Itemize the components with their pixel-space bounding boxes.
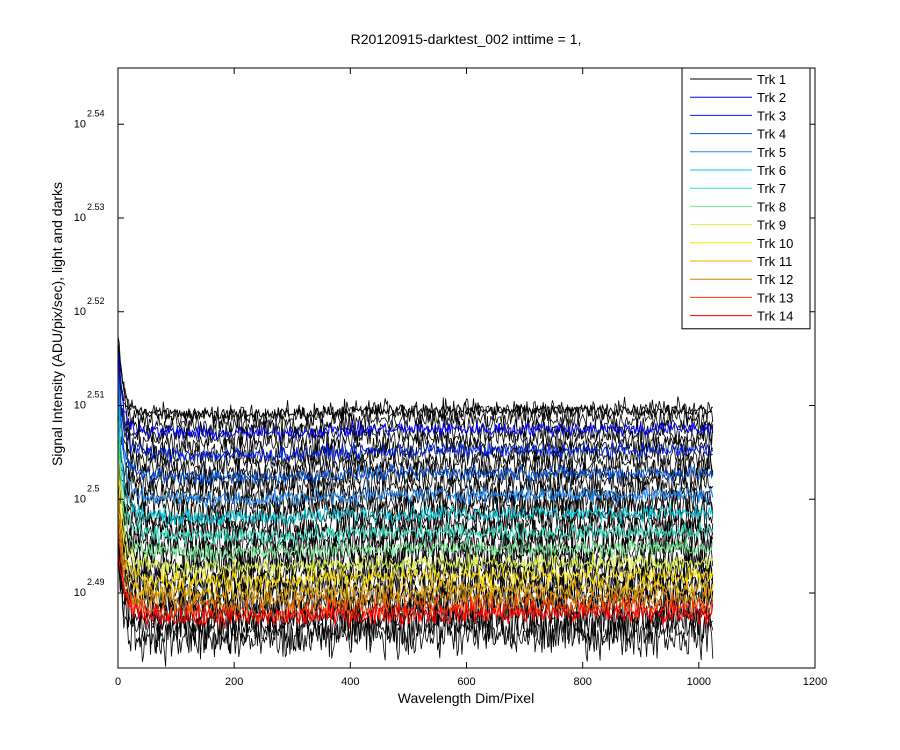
- x-axis-label: Wavelength Dim/Pixel: [398, 690, 534, 706]
- y-tick-label-base: 10: [74, 493, 86, 505]
- dark-trace: [117, 372, 714, 468]
- series-line-trk-5: [117, 371, 714, 508]
- y-tick-label-base: 10: [74, 118, 86, 130]
- legend-label: Trk 3: [757, 108, 786, 123]
- dark-trace: [117, 443, 714, 534]
- legend-item-trk-13[interactable]: Trk 13: [690, 290, 793, 305]
- legend-item-trk-7[interactable]: Trk 7: [690, 181, 786, 196]
- legend-label: Trk 14: [757, 309, 793, 324]
- series-line-trk-6: [117, 397, 714, 527]
- legend-item-trk-5[interactable]: Trk 5: [690, 145, 786, 160]
- dark-trace: [117, 472, 714, 582]
- legend-item-trk-8[interactable]: Trk 8: [690, 199, 786, 214]
- legend-item-trk-3[interactable]: Trk 3: [690, 108, 786, 123]
- dark-trace: [117, 413, 714, 516]
- x-tick-label: 400: [341, 676, 359, 688]
- series-line-trk-14: [117, 552, 714, 629]
- legend-item-trk-1[interactable]: Trk 1: [690, 72, 786, 87]
- series-line-trk-9: [117, 450, 714, 577]
- y-tick-label-base: 10: [74, 306, 86, 318]
- y-tick-label-base: 10: [74, 400, 86, 412]
- legend-item-trk-6[interactable]: Trk 6: [690, 163, 786, 178]
- legend[interactable]: Trk 1 Trk 2 Trk 3 Trk 4 Trk 5 Trk 6 Trk 7 Trk 8…: [681, 67, 811, 330]
- chart-title: R20120915-darktest_002 inttime = 1,: [351, 31, 582, 47]
- series-line-trk-1: [117, 340, 713, 422]
- y-tick-label-exponent: 2.51: [87, 390, 105, 400]
- legend-label: Trk 5: [757, 145, 786, 160]
- legend-label: Trk 10: [757, 236, 793, 251]
- dark-trace: [117, 548, 714, 667]
- series-line-trk-4: [117, 370, 714, 486]
- legend-label: Trk 1: [757, 72, 786, 87]
- x-tick-label: 1000: [687, 676, 711, 688]
- legend-item-trk-12[interactable]: Trk 12: [690, 272, 793, 287]
- legend-label: Trk 9: [757, 218, 786, 233]
- legend-item-trk-4[interactable]: Trk 4: [690, 127, 786, 142]
- y-tick-label-base: 10: [74, 587, 86, 599]
- dark-trace: [117, 423, 714, 504]
- series-line-trk-2: [117, 350, 714, 441]
- y-tick-label-exponent: 2.53: [87, 202, 105, 212]
- x-tick-label: 600: [457, 676, 475, 688]
- y-tick-label-exponent: 2.52: [87, 296, 105, 306]
- legend-item-trk-11[interactable]: Trk 11: [690, 254, 792, 269]
- legend-label: Trk 13: [757, 290, 793, 305]
- x-tick-label: 200: [225, 676, 243, 688]
- legend-label: Trk 6: [757, 163, 786, 178]
- legend-label: Trk 8: [757, 199, 786, 214]
- series-layer: [117, 340, 714, 629]
- x-tick-label: 0: [115, 676, 121, 688]
- legend-box: [681, 67, 811, 330]
- y-tick-label-exponent: 2.49: [87, 577, 105, 587]
- legend-item-trk-9[interactable]: Trk 9: [690, 218, 786, 233]
- y-axis-label: Signal Intensity (ADU/pix/sec), light an…: [49, 182, 65, 466]
- legend-label: Trk 2: [757, 90, 786, 105]
- dark-trace: [117, 361, 714, 457]
- legend-label: Trk 7: [757, 181, 786, 196]
- dark-trace: [117, 336, 714, 431]
- legend-item-trk-10[interactable]: Trk 10: [690, 236, 793, 251]
- legend-item-trk-14[interactable]: Trk 14: [690, 309, 793, 324]
- y-tick-label-exponent: 2.5: [87, 483, 100, 493]
- y-tick-label-base: 10: [74, 212, 86, 224]
- series-line-trk-8: [117, 437, 714, 564]
- series-line-trk-7: [117, 416, 714, 546]
- series-line-trk-11: [117, 490, 714, 605]
- legend-label: Trk 12: [757, 272, 793, 287]
- y-tick-label-exponent: 2.54: [87, 108, 105, 118]
- dark-trace: [117, 436, 714, 547]
- x-tick-label: 800: [573, 676, 591, 688]
- legend-item-trk-2[interactable]: Trk 2: [690, 90, 786, 105]
- x-tick-label: 1200: [803, 676, 827, 688]
- series-line-trk-3: [117, 358, 714, 464]
- legend-label: Trk 4: [757, 127, 786, 142]
- series-line-trk-10: [117, 469, 714, 593]
- legend-label: Trk 11: [757, 254, 792, 269]
